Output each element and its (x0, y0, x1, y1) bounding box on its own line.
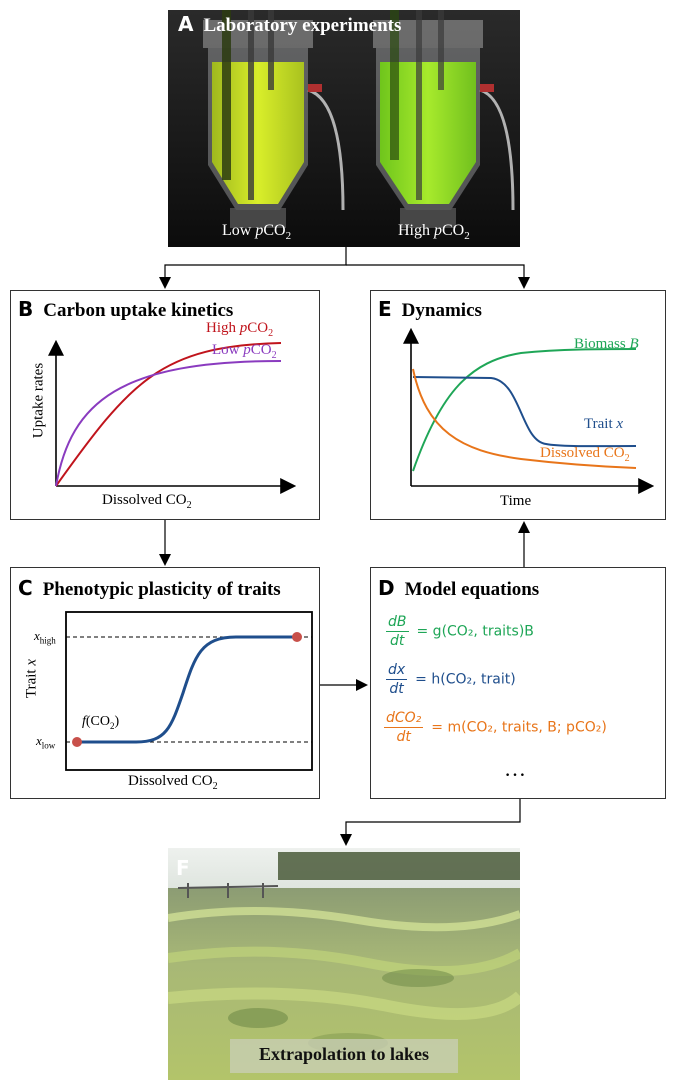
panel-b-title: Carbon uptake kinetics (43, 300, 234, 321)
panel-c (10, 567, 320, 799)
panel-e-title: Dynamics (401, 300, 482, 321)
panel-b-chart (48, 339, 297, 494)
e-curve-biomass (412, 348, 637, 472)
c-sigmoid-curve (77, 635, 297, 744)
e-curve-trait (412, 376, 637, 448)
arrow-a-to-e (346, 264, 530, 289)
panel-b (10, 290, 320, 520)
equations-ellipsis: … (504, 756, 526, 781)
panel-e-header: E Dynamics (378, 297, 482, 322)
b-curve-low (55, 360, 282, 487)
e-xlabel: Time (500, 493, 532, 509)
equation-co2: dCO₂ dt = m(CO₂, traits, B; pCO₂) (384, 710, 607, 745)
label-low-pco2: Low pCO2 (222, 222, 292, 243)
e-label-trait: Trait x (584, 416, 624, 432)
c-func-label: f(CO2) (82, 714, 120, 731)
panel-a-title: Laboratory experiments (203, 15, 402, 36)
arrow-a-to-b (159, 247, 347, 289)
photobioreactor-image (168, 10, 520, 247)
b-ylabel: Uptake rates (30, 362, 47, 439)
panel-e-chart (403, 327, 655, 494)
panel-b-header: B Carbon uptake kinetics (18, 297, 233, 322)
panel-d (370, 567, 666, 799)
panel-b-letter: B (18, 297, 34, 321)
c-point-high (292, 632, 302, 642)
c-xlabel: Dissolved CO2 (128, 773, 218, 792)
b-label-high: High pCO2 (206, 320, 274, 339)
panel-d-letter: D (378, 576, 395, 600)
c-point-low (72, 737, 82, 747)
panel-e (370, 290, 666, 520)
panel-f-photo (167, 848, 525, 1080)
c-xhigh-label: xhigh (34, 628, 56, 646)
lake-image (167, 848, 525, 1080)
panel-f-caption: Extrapolation to lakes (258, 1044, 429, 1064)
e-curve-co2 (412, 368, 637, 469)
f-caption-box (230, 1039, 458, 1073)
panel-d-title: Model equations (404, 579, 540, 600)
panel-c-header: C Phenotypic plasticity of traits (18, 576, 281, 601)
panel-c-letter: C (18, 576, 33, 600)
panel-a-photo (168, 10, 520, 247)
c-plot-frame (65, 611, 313, 771)
b-xlabel: Dissolved CO2 (102, 492, 192, 511)
label-high-pco2: High pCO2 (398, 222, 470, 243)
equation-trait: dx dt = h(CO₂, trait) (386, 662, 516, 697)
panel-f-letter: F (176, 856, 190, 880)
panel-a-header: A Laboratory experiments (178, 12, 401, 37)
panel-e-letter: E (378, 297, 392, 321)
panel-a-letter: A (178, 12, 194, 36)
panel-c-chart (65, 611, 313, 771)
c-ylabel: Trait x (23, 658, 40, 699)
b-curve-high (55, 342, 282, 487)
b-label-low: Low pCO2 (212, 342, 277, 361)
c-xlow-label: xlow (36, 733, 56, 751)
panel-c-title: Phenotypic plasticity of traits (42, 579, 281, 600)
equation-biomass: dB dt = g(CO₂, traits)B (386, 614, 534, 649)
e-label-co2: Dissolved CO2 (540, 445, 630, 464)
e-label-biomass: Biomass B (574, 336, 639, 352)
panel-d-header: D Model equations (378, 576, 539, 601)
arrow-d-to-f (340, 798, 521, 846)
